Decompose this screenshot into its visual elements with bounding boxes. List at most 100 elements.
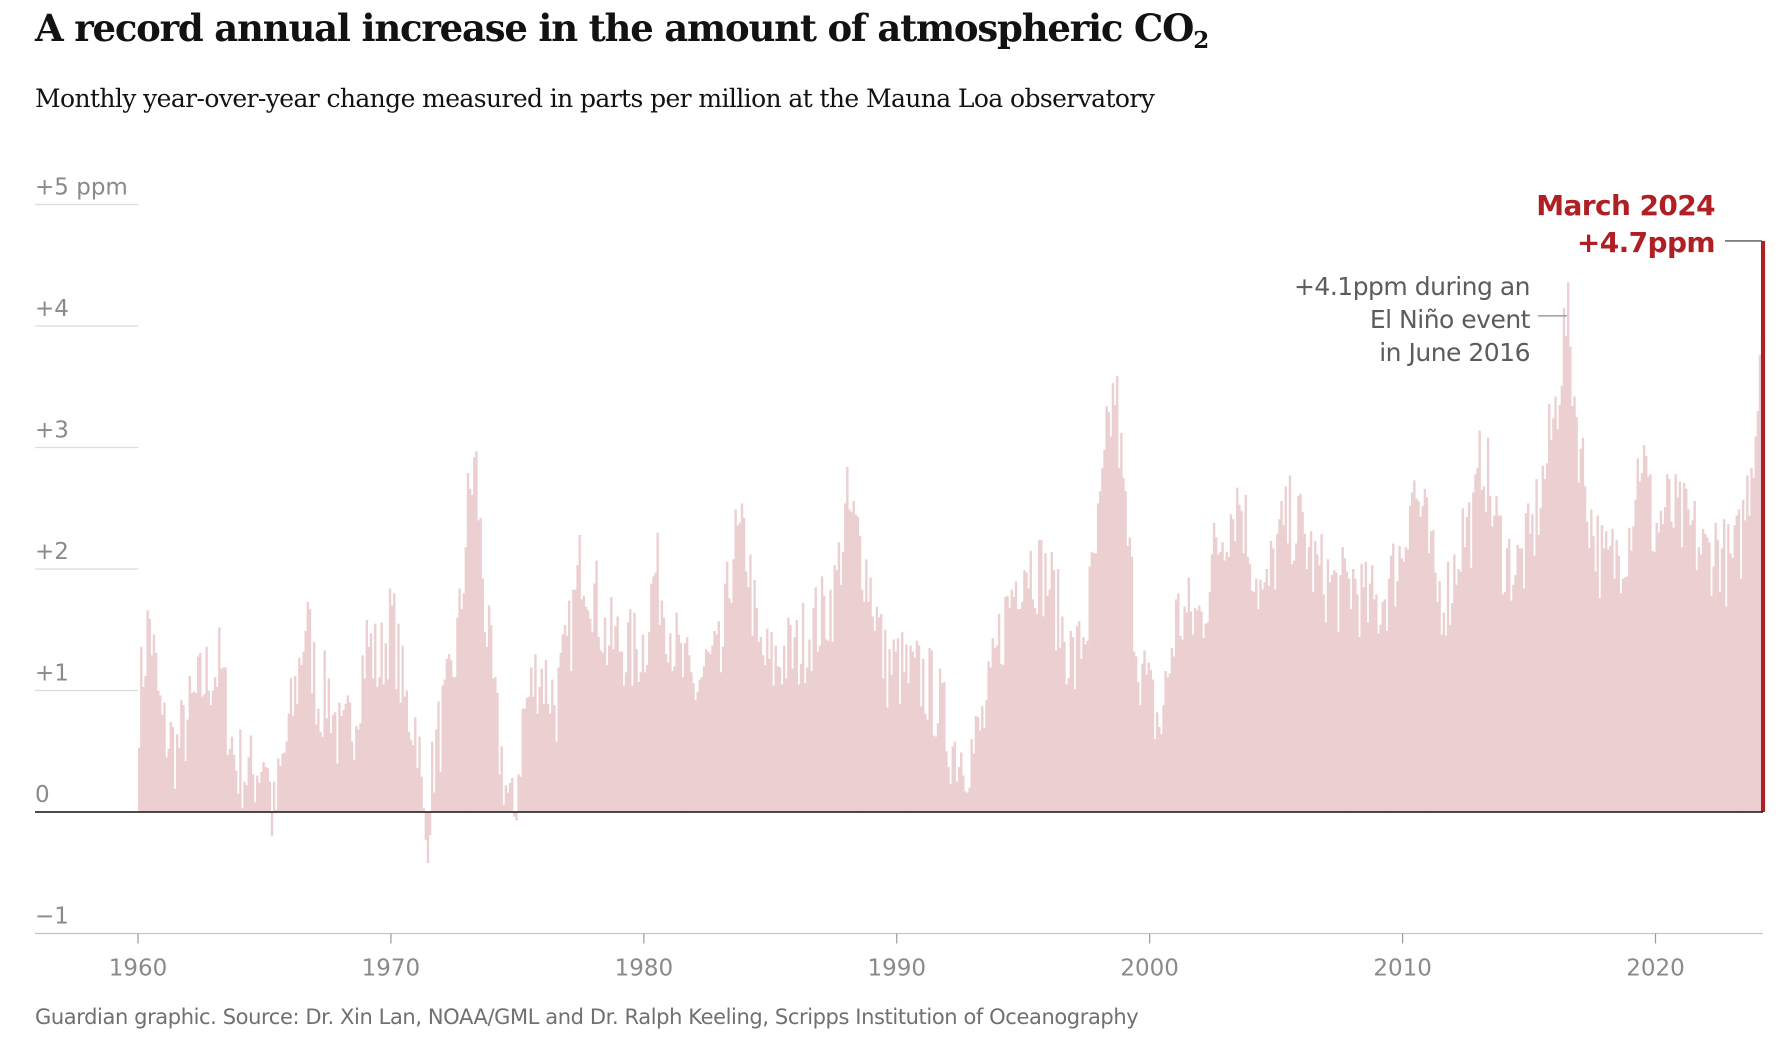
month-bar	[835, 570, 839, 812]
month-bar	[1337, 632, 1340, 812]
month-bar	[1634, 499, 1637, 812]
month-bar	[471, 494, 474, 812]
month-bar	[1118, 468, 1121, 812]
month-bar	[1581, 437, 1585, 812]
month-bar	[1699, 554, 1703, 812]
chart-title-subscript: 2	[1193, 27, 1210, 54]
month-bar	[1193, 607, 1197, 812]
highlight-value-label: +4.7ppm	[1577, 226, 1715, 259]
month-bar	[144, 675, 147, 812]
month-bar	[820, 576, 824, 812]
month-bar	[696, 691, 699, 812]
month-bar	[530, 667, 533, 812]
month-bar	[1056, 569, 1060, 812]
month-bar	[1128, 537, 1132, 812]
month-bar	[443, 679, 447, 812]
month-bar	[1638, 481, 1642, 812]
month-bar	[1073, 689, 1077, 812]
month-bar	[1632, 526, 1635, 812]
month-bar	[858, 536, 862, 812]
month-bar	[272, 781, 276, 812]
month-bar	[875, 606, 879, 812]
month-bar	[919, 706, 923, 812]
month-bar	[237, 793, 240, 812]
month-bar	[420, 776, 423, 812]
month-bar	[713, 630, 716, 812]
month-bar	[1672, 527, 1675, 812]
month-bar	[165, 757, 168, 812]
month-bar	[645, 664, 649, 812]
month-bar	[1322, 594, 1325, 812]
month-bar	[1301, 511, 1304, 812]
month-bar	[498, 774, 501, 812]
month-bar	[1415, 498, 1418, 812]
month-bar	[416, 768, 419, 812]
month-bar	[1514, 575, 1517, 812]
month-bar	[1668, 479, 1671, 812]
month-bar	[1689, 525, 1692, 812]
month-bar	[159, 695, 162, 812]
month-bar	[1238, 504, 1241, 812]
month-bar	[1470, 567, 1473, 812]
month-bar	[1366, 622, 1370, 812]
month-bar	[900, 632, 904, 812]
month-bar	[1267, 586, 1271, 812]
month-bar	[1571, 406, 1574, 812]
month-bar	[578, 534, 581, 812]
month-bar	[1417, 500, 1420, 812]
month-bar	[1655, 522, 1658, 812]
month-bar	[1364, 561, 1368, 812]
month-bar	[1659, 510, 1663, 812]
month-bar	[669, 633, 672, 812]
month-bar	[877, 617, 881, 812]
month-bar	[249, 735, 253, 812]
month-bar	[1269, 541, 1273, 812]
month-bar	[734, 509, 737, 812]
month-bar	[894, 651, 898, 812]
month-bar	[576, 565, 579, 812]
month-bar	[1280, 500, 1283, 812]
y-tick-label: +1	[35, 661, 69, 687]
month-bar	[205, 646, 208, 812]
month-bar	[1054, 650, 1058, 812]
month-bar	[1354, 578, 1357, 812]
month-bar	[1661, 524, 1665, 812]
month-bar	[1413, 480, 1416, 812]
month-bar	[1640, 473, 1644, 812]
month-bar	[905, 644, 908, 812]
month-bar	[1429, 531, 1433, 812]
month-bar	[1432, 530, 1435, 812]
month-bar	[1335, 572, 1338, 812]
month-bar	[1543, 479, 1547, 812]
month-bar	[146, 610, 149, 812]
month-bar	[1149, 669, 1153, 812]
month-bar	[1215, 537, 1218, 812]
month-bar	[483, 632, 487, 812]
month-bar	[1588, 548, 1591, 812]
month-bar	[605, 664, 609, 812]
month-bar	[1069, 630, 1072, 812]
month-bar	[1290, 564, 1294, 812]
co2-bar-chart: +5 ppm +4 +3 +2 +1 0 −1 1960 1970 1980 1990 2000 20…	[35, 175, 1766, 982]
month-bar	[972, 753, 976, 812]
month-bar	[1352, 569, 1355, 812]
month-bar	[308, 609, 312, 812]
month-bar	[892, 639, 895, 812]
month-bar	[595, 560, 598, 812]
month-bar	[1621, 578, 1625, 812]
month-bar	[671, 671, 674, 812]
month-bar	[597, 637, 600, 812]
month-bar	[1345, 571, 1349, 812]
month-bar	[1569, 346, 1572, 812]
month-bar	[1033, 607, 1037, 812]
month-bar	[1042, 616, 1045, 812]
month-bar	[856, 516, 860, 812]
month-bar	[985, 700, 988, 812]
month-bar	[1377, 633, 1380, 812]
month-bar	[1145, 674, 1148, 812]
month-bar	[1400, 558, 1403, 812]
month-bar	[1099, 491, 1102, 812]
month-bar	[1463, 547, 1467, 812]
month-bar	[523, 708, 527, 812]
month-bar	[981, 706, 984, 812]
